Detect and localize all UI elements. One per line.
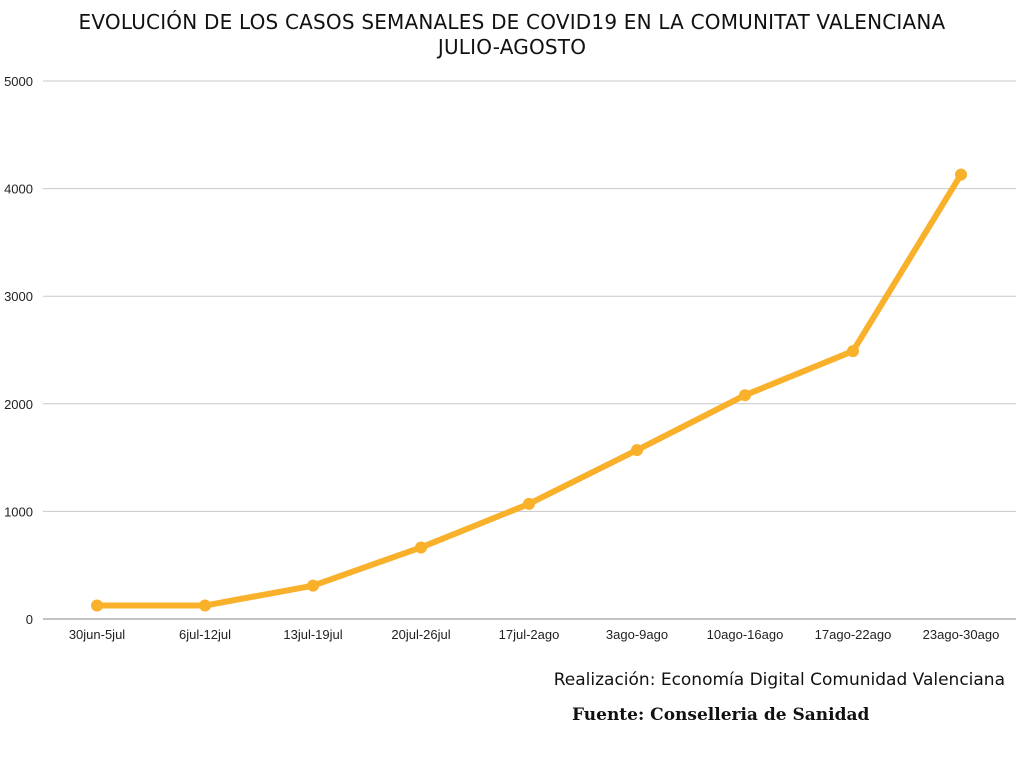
chart-title-line-1: EVOLUCIÓN DE LOS CASOS SEMANALES DE COVI… xyxy=(78,10,946,34)
data-point xyxy=(739,389,751,402)
chart-title-line-2: JULIO-AGOSTO xyxy=(437,35,587,59)
x-tick-label: 17ago-22ago xyxy=(815,627,892,642)
data-point xyxy=(199,599,211,612)
x-tick-label: 13jul-19jul xyxy=(283,627,342,642)
x-tick-label: 3ago-9ago xyxy=(606,627,668,642)
y-axis-ticks: 0 1000 2000 3000 4000 5000 xyxy=(4,74,33,627)
data-point xyxy=(847,345,859,358)
x-tick-label: 30jun-5jul xyxy=(69,627,125,642)
data-point xyxy=(307,579,319,592)
x-tick-label: 6jul-12jul xyxy=(179,627,231,642)
data-point xyxy=(91,599,103,612)
data-point xyxy=(415,541,427,554)
source-text: Fuente: Conselleria de Sanidad xyxy=(572,705,870,725)
x-axis-ticks: 30jun-5jul 6jul-12jul 13jul-19jul 20jul-26j… xyxy=(69,627,1000,642)
series-line-path xyxy=(94,171,964,609)
data-point xyxy=(955,168,967,181)
y-tick-label: 4000 xyxy=(4,182,33,197)
data-point xyxy=(523,497,535,510)
series-line xyxy=(94,171,964,609)
x-tick-label: 23ago-30ago xyxy=(923,627,1000,642)
y-tick-label: 1000 xyxy=(4,504,33,519)
y-tick-label: 3000 xyxy=(4,289,33,304)
credit-text: Realización: Economía Digital Comunidad … xyxy=(553,670,1005,690)
x-tick-label: 10ago-16ago xyxy=(707,627,784,642)
y-tick-label: 5000 xyxy=(4,74,33,89)
x-tick-label: 17jul-2ago xyxy=(499,627,560,642)
chart-title: EVOLUCIÓN DE LOS CASOS SEMANALES DE COVI… xyxy=(0,10,1024,60)
series-points xyxy=(91,168,967,612)
y-tick-label: 0 xyxy=(26,612,33,627)
x-tick-label: 20jul-26jul xyxy=(391,627,450,642)
gridlines xyxy=(43,80,1016,620)
data-point xyxy=(631,444,643,457)
y-tick-label: 2000 xyxy=(4,397,33,412)
